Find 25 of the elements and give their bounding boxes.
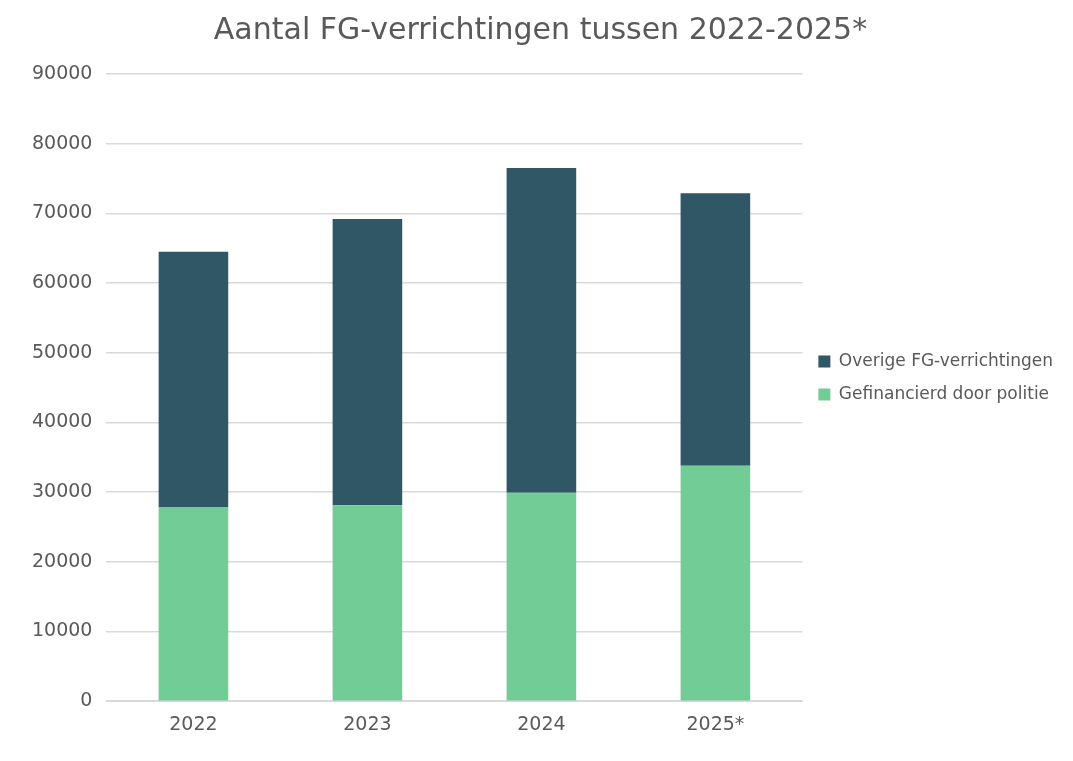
bar <box>680 465 751 701</box>
bar <box>680 193 751 466</box>
bar <box>506 492 577 701</box>
y-tick-label: 30000 <box>31 479 93 502</box>
legend-label: Gefinancierd door politie <box>838 382 1050 403</box>
bar <box>158 251 229 508</box>
y-tick-label: 0 <box>80 688 93 711</box>
x-tick-label: 2022 <box>169 711 218 734</box>
bar <box>158 507 229 701</box>
y-tick-label: 90000 <box>31 60 93 83</box>
chart-title: Aantal FG-verrichtingen tussen 2022-2025* <box>213 10 868 46</box>
y-tick-label: 70000 <box>31 200 93 223</box>
y-tick-label: 10000 <box>31 618 93 641</box>
y-tick-label: 40000 <box>31 409 93 432</box>
legend-label: Overige FG-verrichtingen <box>838 349 1054 370</box>
x-tick-label: 2025* <box>686 711 745 734</box>
bar <box>332 505 403 701</box>
y-tick-label: 80000 <box>31 130 93 153</box>
bar <box>332 218 403 506</box>
y-tick-label: 60000 <box>31 270 93 292</box>
y-tick-label: 20000 <box>31 548 93 571</box>
x-tick-label: 2024 <box>517 711 566 734</box>
bar <box>506 168 577 493</box>
y-tick-label: 50000 <box>31 339 93 362</box>
x-tick-label: 2023 <box>343 711 392 734</box>
